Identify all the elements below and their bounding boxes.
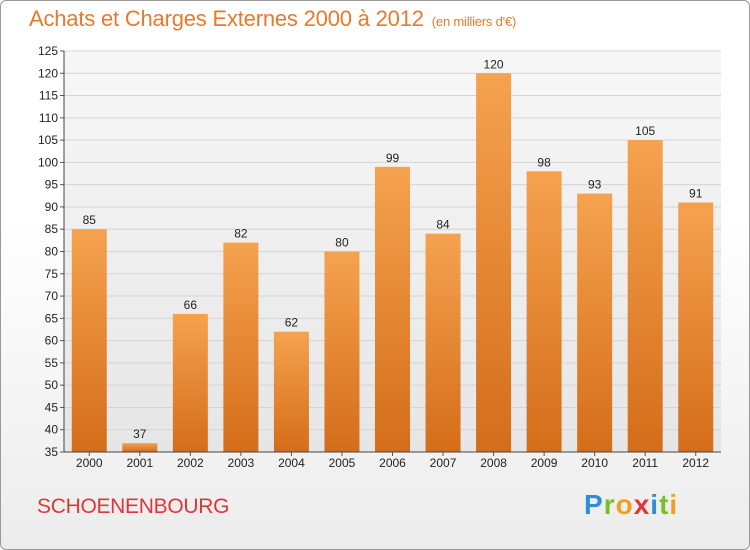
city-name: SCHOENENBOURG: [37, 495, 230, 518]
logo-letter: r: [603, 489, 616, 520]
x-tick-label: 2006: [379, 456, 406, 470]
x-tick-label: 2009: [531, 456, 558, 470]
bar: [122, 443, 158, 452]
logo-letter: i: [669, 489, 679, 520]
bar: [172, 313, 208, 452]
y-tick-label: 35: [45, 445, 59, 459]
logo-letter: t: [659, 489, 670, 520]
x-tick-label: 2007: [430, 456, 457, 470]
data-label: 105: [635, 124, 655, 138]
bar: [476, 73, 512, 453]
x-tick-label: 2011: [632, 456, 658, 470]
bar: [223, 242, 259, 452]
y-tick-label: 125: [38, 44, 58, 58]
logo-letter: o: [615, 489, 634, 520]
x-tick-label: 2005: [329, 456, 356, 470]
bars: [71, 73, 714, 453]
y-tick-label: 100: [38, 155, 58, 169]
x-tick-label: 2012: [682, 456, 709, 470]
data-label: 120: [484, 57, 504, 71]
bar: [425, 233, 461, 452]
chart-title: Achats et Charges Externes 2000 à 2012 (e…: [29, 6, 516, 32]
proxiti-logo[interactable]: Proxiti: [584, 489, 678, 521]
y-tick-label: 75: [45, 267, 59, 281]
data-label: 80: [335, 236, 349, 250]
y-tick-label: 60: [45, 334, 59, 348]
data-label: 66: [184, 298, 198, 312]
y-tick-label: 80: [45, 245, 59, 259]
data-label: 98: [537, 155, 551, 169]
x-tick-label: 2008: [480, 456, 507, 470]
y-tick-label: 65: [45, 311, 59, 325]
logo-letter: i: [650, 489, 660, 520]
x-tick-label: 2004: [278, 456, 305, 470]
labels: 35 40 45 50 55 60 65 70 75 80 85 90 95 100 105 110 115 12…: [38, 44, 709, 470]
data-label: 82: [234, 227, 248, 241]
data-label: 99: [386, 151, 400, 165]
y-tick-label: 110: [39, 111, 58, 125]
data-label: 37: [133, 427, 147, 441]
y-tick-label: 105: [38, 133, 58, 147]
y-tick-label: 70: [45, 289, 59, 303]
chart-title-text: Achats et Charges Externes 2000 à 2012: [29, 6, 424, 31]
bar: [273, 331, 309, 452]
y-tick-label: 45: [45, 400, 59, 414]
x-tick-label: 2001: [126, 456, 153, 470]
y-tick-label: 40: [45, 423, 59, 437]
y-tick-label: 95: [45, 178, 59, 192]
axes: [60, 50, 721, 456]
y-tick-label: 90: [45, 200, 59, 214]
bar: [678, 202, 714, 452]
x-tick-label: 2000: [76, 456, 103, 470]
y-tick-label: 115: [39, 89, 58, 103]
y-tick-label: 85: [45, 222, 59, 236]
data-label: 62: [285, 316, 299, 330]
x-tick-label: 2010: [581, 456, 608, 470]
x-tick-label: 2002: [177, 456, 204, 470]
bar: [71, 229, 107, 452]
data-label: 91: [689, 186, 703, 200]
bar: [627, 140, 663, 452]
bar: [324, 251, 360, 452]
chart-unit: (en milliers d'€): [431, 14, 517, 29]
data-label: 85: [83, 213, 97, 227]
y-tick-label: 50: [45, 378, 59, 392]
x-tick-label: 2003: [228, 456, 255, 470]
y-tick-label: 55: [45, 356, 59, 370]
data-label: 84: [436, 218, 450, 232]
bar: [375, 166, 410, 452]
bar: [526, 171, 562, 453]
bar: [577, 193, 613, 453]
logo-letter: P: [584, 489, 604, 520]
data-label: 93: [588, 178, 602, 192]
logo-letter: x: [633, 489, 651, 520]
y-tick-label: 120: [38, 66, 58, 80]
